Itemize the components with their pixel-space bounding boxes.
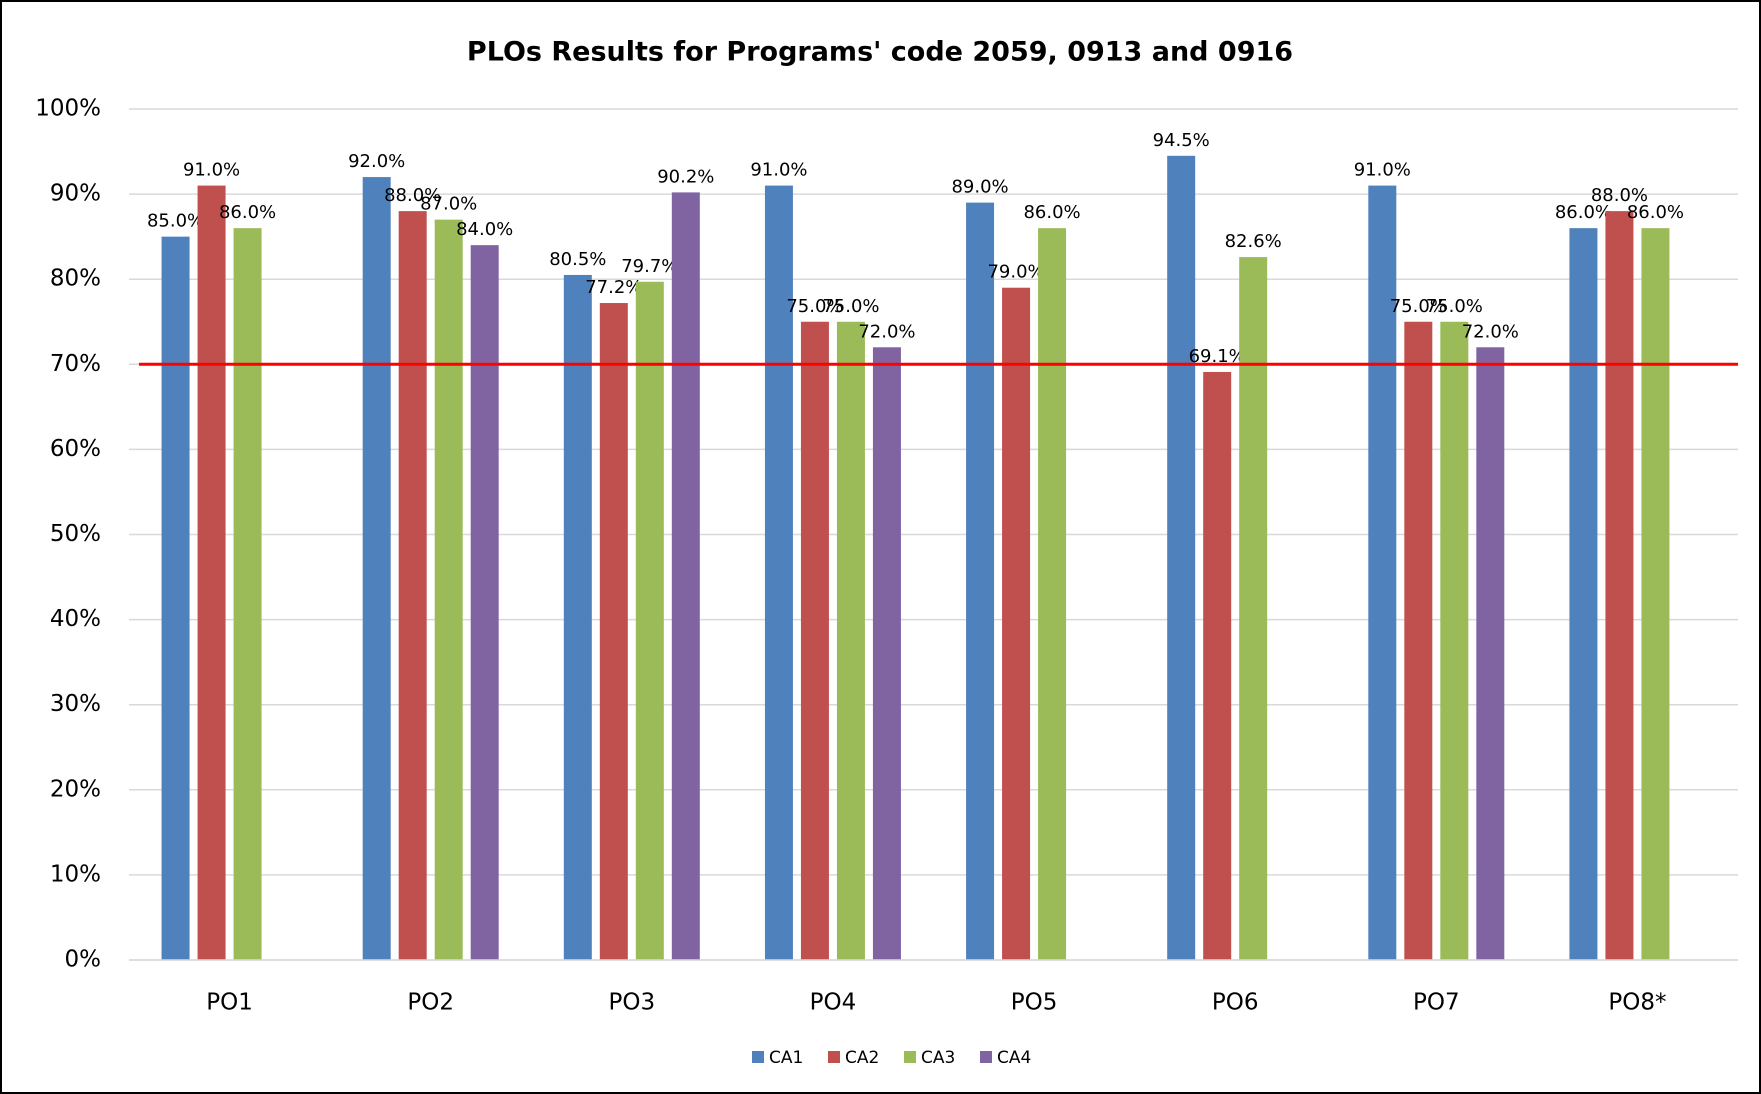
- bar: [1203, 371, 1232, 961]
- value-label: 91.0%: [1354, 160, 1411, 181]
- y-tick-label: 10%: [50, 861, 101, 887]
- bar: [1641, 228, 1670, 960]
- value-label: 94.5%: [1153, 130, 1210, 151]
- value-label: 84.0%: [456, 219, 513, 240]
- y-tick-label: 40%: [50, 606, 101, 632]
- y-tick-label: 60%: [50, 436, 101, 462]
- legend-label: CA4: [997, 1048, 1031, 1068]
- x-tick-label: PO5: [1011, 990, 1058, 1016]
- value-label: 75.0%: [1426, 296, 1483, 317]
- value-label: 77.2%: [585, 277, 642, 298]
- x-tick-label: PO2: [407, 990, 454, 1016]
- value-label: 86.0%: [1627, 202, 1684, 223]
- x-tick-label: PO3: [609, 990, 656, 1016]
- y-tick-label: 20%: [50, 776, 101, 802]
- bar: [362, 177, 391, 960]
- y-tick-label: 70%: [50, 351, 101, 377]
- value-label: 80.5%: [549, 249, 606, 270]
- chart-title: PLOs Results for Programs' code 2059, 09…: [467, 37, 1293, 68]
- y-tick-label: 80%: [50, 266, 101, 292]
- value-label: 89.0%: [951, 177, 1008, 198]
- value-label: 92.0%: [348, 151, 405, 172]
- y-tick-label: 100%: [35, 96, 101, 122]
- value-label: 75.0%: [1390, 296, 1447, 317]
- bar: [398, 211, 427, 960]
- bar: [635, 281, 664, 960]
- x-tick-label: PO1: [206, 990, 253, 1016]
- value-label: 69.1%: [1189, 346, 1246, 367]
- bar: [434, 219, 463, 960]
- y-tick-label: 90%: [50, 181, 101, 207]
- value-label: 86.0%: [1023, 202, 1080, 223]
- y-tick-label: 50%: [50, 521, 101, 547]
- bar: [563, 274, 592, 960]
- bar: [1239, 257, 1268, 961]
- bar: [671, 192, 700, 960]
- value-label: 86.0%: [1555, 202, 1612, 223]
- bar: [1569, 228, 1598, 960]
- bar: [764, 185, 793, 961]
- legend-label: CA3: [921, 1048, 955, 1068]
- value-label: 91.0%: [750, 160, 807, 181]
- value-label: 90.2%: [657, 166, 714, 187]
- value-label: 88.0%: [384, 185, 441, 206]
- value-label: 91.0%: [183, 160, 240, 181]
- value-label: 85.0%: [147, 211, 204, 232]
- value-label: 82.6%: [1225, 231, 1282, 252]
- bar: [872, 347, 901, 960]
- x-tick-label: PO6: [1212, 990, 1259, 1016]
- bar: [233, 228, 262, 960]
- bar: [470, 245, 499, 960]
- bar: [1440, 321, 1469, 960]
- value-label: 72.0%: [1462, 321, 1519, 342]
- bar: [1167, 155, 1196, 960]
- value-label: 75.0%: [786, 296, 843, 317]
- x-tick-label: PO4: [810, 990, 857, 1016]
- legend-swatch: [904, 1051, 916, 1063]
- legend-label: CA2: [845, 1048, 879, 1068]
- value-label: 72.0%: [858, 321, 915, 342]
- value-label: 87.0%: [420, 194, 477, 215]
- bar: [1404, 321, 1433, 960]
- bar: [1476, 347, 1505, 960]
- bar: [1038, 228, 1067, 960]
- y-tick-label: 0%: [65, 947, 102, 973]
- legend-label: CA1: [769, 1048, 803, 1068]
- value-label: 75.0%: [822, 296, 879, 317]
- bar: [1368, 185, 1397, 961]
- bar: [599, 303, 628, 960]
- bar: [161, 236, 190, 960]
- legend-swatch: [980, 1051, 992, 1063]
- legend-swatch: [828, 1051, 840, 1063]
- legend-swatch: [752, 1051, 764, 1063]
- bar: [966, 202, 995, 961]
- value-label: 79.7%: [621, 256, 678, 277]
- bar: [836, 321, 865, 960]
- value-label: 88.0%: [1591, 185, 1648, 206]
- x-tick-label: PO7: [1413, 990, 1460, 1016]
- bar: [800, 321, 829, 960]
- value-label: 79.0%: [987, 262, 1044, 283]
- y-tick-label: 30%: [50, 691, 101, 717]
- bar: [1605, 211, 1634, 960]
- value-label: 86.0%: [219, 202, 276, 223]
- bar: [197, 185, 226, 961]
- x-tick-label: PO8*: [1608, 990, 1666, 1016]
- bar: [1002, 287, 1031, 961]
